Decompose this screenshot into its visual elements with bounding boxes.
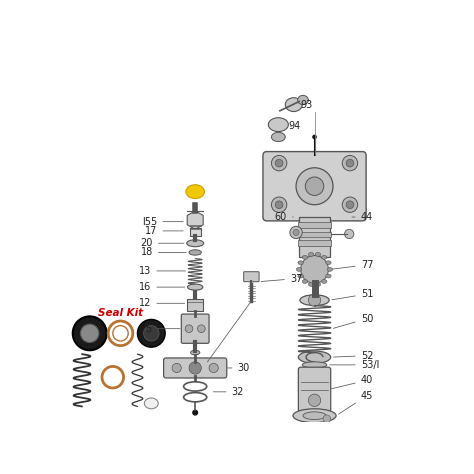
Text: 12: 12 xyxy=(139,298,185,308)
Text: 30: 30 xyxy=(227,363,250,373)
Text: 20: 20 xyxy=(140,238,184,248)
Ellipse shape xyxy=(309,283,314,286)
Circle shape xyxy=(323,415,331,423)
Circle shape xyxy=(272,197,287,212)
Text: 51: 51 xyxy=(332,289,373,300)
Circle shape xyxy=(342,155,358,171)
Circle shape xyxy=(81,324,99,343)
Ellipse shape xyxy=(145,398,158,409)
Circle shape xyxy=(198,325,205,333)
Ellipse shape xyxy=(188,284,203,290)
Ellipse shape xyxy=(321,280,327,283)
Text: 18: 18 xyxy=(141,247,186,257)
Circle shape xyxy=(144,326,159,341)
Text: 52: 52 xyxy=(334,351,373,361)
Ellipse shape xyxy=(285,98,302,111)
Text: 5: 5 xyxy=(145,324,180,334)
Circle shape xyxy=(296,168,333,205)
Text: 40: 40 xyxy=(331,375,373,389)
Ellipse shape xyxy=(309,253,314,256)
Ellipse shape xyxy=(327,267,333,271)
FancyBboxPatch shape xyxy=(164,358,227,378)
Text: 93: 93 xyxy=(301,100,313,109)
Text: l55: l55 xyxy=(142,217,183,227)
Text: 45: 45 xyxy=(338,391,373,414)
Ellipse shape xyxy=(315,253,320,256)
Text: 94: 94 xyxy=(288,121,301,131)
Circle shape xyxy=(172,364,182,373)
Circle shape xyxy=(305,177,324,195)
Circle shape xyxy=(275,159,283,167)
Circle shape xyxy=(301,255,328,283)
Polygon shape xyxy=(187,211,203,229)
Ellipse shape xyxy=(303,412,326,419)
Text: 60: 60 xyxy=(274,212,293,222)
Bar xyxy=(298,232,331,237)
Circle shape xyxy=(290,226,302,238)
Circle shape xyxy=(346,159,354,167)
Bar xyxy=(299,217,330,257)
Text: 37: 37 xyxy=(261,273,302,283)
Text: 53/l: 53/l xyxy=(329,360,379,370)
Ellipse shape xyxy=(296,267,302,271)
Ellipse shape xyxy=(189,250,201,255)
Ellipse shape xyxy=(298,351,331,364)
FancyBboxPatch shape xyxy=(182,314,209,343)
Ellipse shape xyxy=(298,95,309,105)
Circle shape xyxy=(209,364,219,373)
Text: 50: 50 xyxy=(333,314,373,328)
Circle shape xyxy=(73,316,107,350)
Ellipse shape xyxy=(315,283,320,286)
Circle shape xyxy=(293,229,299,236)
Circle shape xyxy=(189,362,201,374)
Ellipse shape xyxy=(186,185,204,199)
Text: 77: 77 xyxy=(333,260,373,270)
Ellipse shape xyxy=(300,295,329,306)
Ellipse shape xyxy=(326,261,331,264)
Circle shape xyxy=(185,325,193,333)
Ellipse shape xyxy=(326,274,331,278)
Circle shape xyxy=(312,135,317,139)
Circle shape xyxy=(193,410,198,415)
Bar xyxy=(190,228,201,236)
Text: 16: 16 xyxy=(139,282,185,292)
Ellipse shape xyxy=(302,280,308,283)
Bar xyxy=(188,299,203,311)
Text: 44: 44 xyxy=(352,212,373,222)
Ellipse shape xyxy=(191,350,200,355)
FancyBboxPatch shape xyxy=(298,367,331,412)
Ellipse shape xyxy=(272,132,285,142)
Text: 17: 17 xyxy=(145,226,183,236)
Text: Seal Kit: Seal Kit xyxy=(98,308,143,318)
Text: 32: 32 xyxy=(213,387,244,397)
FancyBboxPatch shape xyxy=(263,152,366,221)
FancyBboxPatch shape xyxy=(244,272,259,282)
Bar xyxy=(298,240,331,246)
Circle shape xyxy=(272,155,287,171)
Ellipse shape xyxy=(187,240,204,246)
Ellipse shape xyxy=(293,409,336,423)
Circle shape xyxy=(342,197,358,212)
Ellipse shape xyxy=(298,261,303,264)
Ellipse shape xyxy=(302,362,327,368)
Circle shape xyxy=(309,394,321,407)
Text: 13: 13 xyxy=(139,266,185,276)
Circle shape xyxy=(309,294,321,306)
Circle shape xyxy=(275,201,283,209)
Ellipse shape xyxy=(298,274,303,278)
Circle shape xyxy=(345,229,354,238)
Bar xyxy=(298,222,331,228)
Circle shape xyxy=(346,201,354,209)
Ellipse shape xyxy=(268,118,288,132)
Circle shape xyxy=(137,319,165,347)
Ellipse shape xyxy=(321,255,327,259)
Ellipse shape xyxy=(302,255,308,259)
